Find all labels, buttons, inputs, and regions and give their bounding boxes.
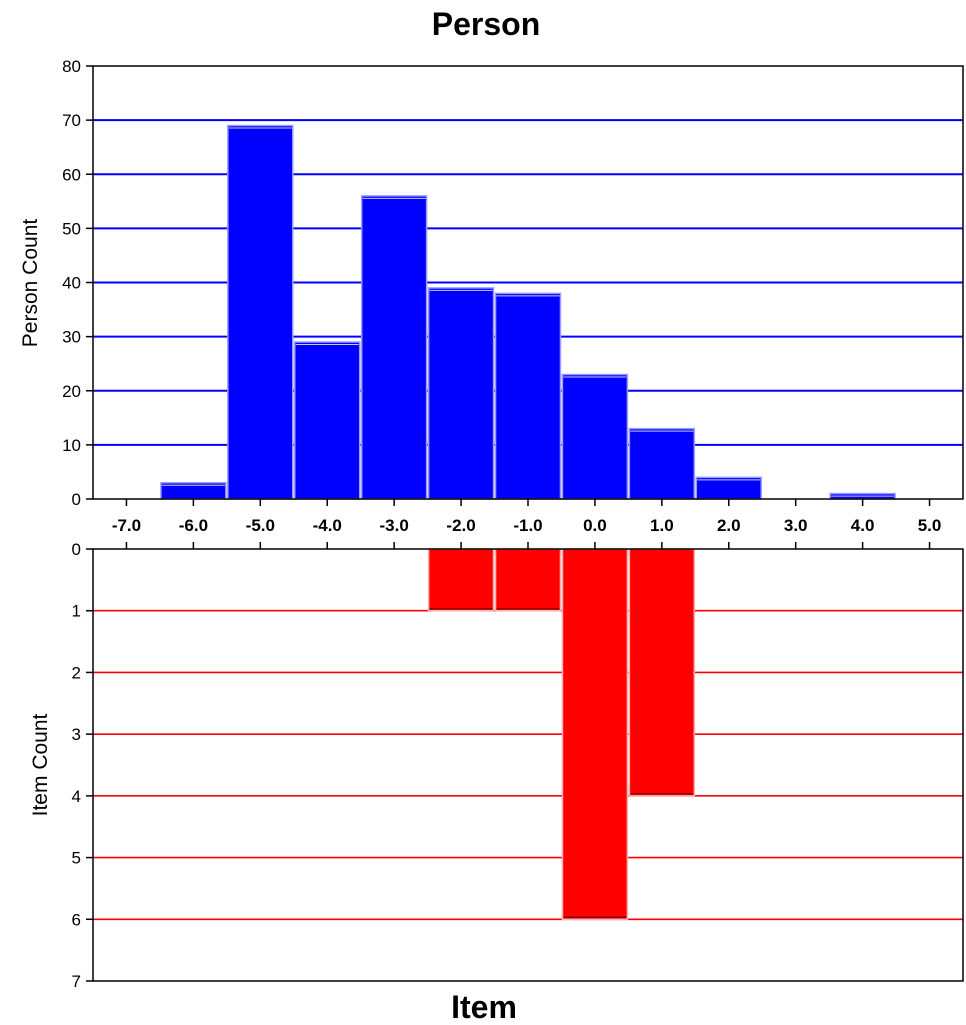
x-tick-label: -1.0 (513, 516, 542, 535)
top-plot-frame (92, 65, 964, 500)
item-bar (628, 548, 696, 797)
person-bar (695, 476, 762, 500)
x-tick-label: 2.0 (717, 516, 741, 535)
bottom-y-tick-label: 4 (72, 787, 81, 806)
item-bar (561, 548, 629, 921)
item-bar (494, 548, 562, 612)
x-tick-label: -6.0 (179, 516, 208, 535)
bottom-y-tick-label: 5 (72, 849, 81, 868)
person-bar (561, 373, 629, 500)
x-tick-label: -4.0 (313, 516, 342, 535)
person-bar (360, 195, 428, 500)
top-y-tick-label: 40 (62, 274, 81, 293)
x-tick-label: 0.0 (583, 516, 607, 535)
person-bar (494, 292, 562, 500)
bottom-y-axis-label: Item Count (29, 713, 52, 816)
bottom-y-tick-label: 6 (72, 910, 81, 929)
bottom-y-tick-label: 0 (72, 540, 81, 559)
person-bars (160, 124, 896, 500)
top-y-tick-label: 10 (62, 436, 81, 455)
x-tick-label: 1.0 (650, 516, 674, 535)
bottom-y-tick-label: 7 (72, 972, 81, 991)
top-y-ticks: 0 10 20 30 40 50 60 70 80 (62, 57, 93, 509)
x-tick-label: 5.0 (918, 516, 942, 535)
person-bar (628, 427, 696, 500)
bottom-y-tick-label: 3 (72, 725, 81, 744)
x-tick-label: -3.0 (380, 516, 409, 535)
top-y-axis-label: Person Count (19, 219, 42, 348)
person-bar (427, 287, 495, 500)
top-y-tick-label: 50 (62, 219, 81, 238)
x-tick-label: -2.0 (446, 516, 475, 535)
person-bar (294, 341, 361, 500)
bottom-y-ticks: 0 1 2 3 4 5 6 7 (72, 540, 93, 991)
top-y-tick-label: 80 (62, 57, 81, 76)
x-ticks: -7.0 -6.0 -5.0 -4.0 -3.0 -2.0 -1.0 0.0 1.0 2.0 3.0… (112, 499, 942, 549)
x-tick-label: -7.0 (112, 516, 141, 535)
top-chart-title: Person (432, 6, 540, 42)
top-y-tick-label: 60 (62, 165, 81, 184)
item-bar (427, 548, 495, 612)
x-tick-label: 3.0 (784, 516, 808, 535)
bottom-gridlines (93, 609, 963, 921)
x-tick-label: -5.0 (246, 516, 275, 535)
item-bars (427, 548, 696, 921)
x-tick-label: 4.0 (851, 516, 875, 535)
top-y-tick-label: 70 (62, 111, 81, 130)
bottom-y-tick-label: 2 (72, 663, 81, 682)
top-y-tick-label: 30 (62, 328, 81, 347)
top-y-tick-label: 20 (62, 382, 81, 401)
top-y-tick-label: 0 (72, 490, 81, 509)
bottom-y-tick-label: 1 (72, 602, 81, 621)
person-bar (227, 124, 294, 500)
bottom-chart-title: Item (451, 989, 517, 1025)
bottom-plot-frame (92, 548, 964, 982)
